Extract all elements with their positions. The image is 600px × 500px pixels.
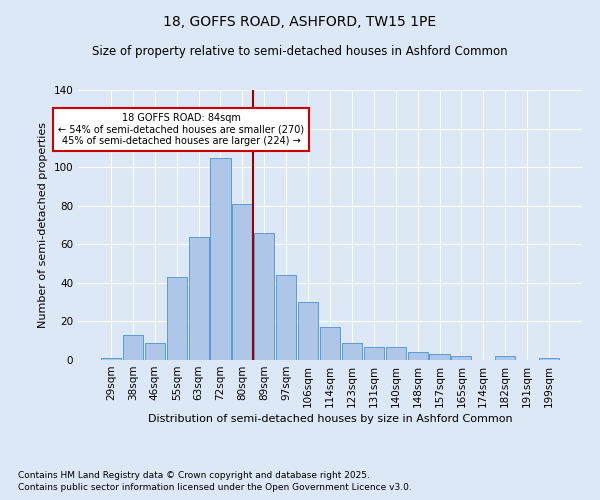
Bar (320, 327, 340, 360)
Text: 18, GOFFS ROAD, ASHFORD, TW15 1PE: 18, GOFFS ROAD, ASHFORD, TW15 1PE (163, 15, 437, 29)
Bar (386, 346, 406, 360)
X-axis label: Distribution of semi-detached houses by size in Ashford Common: Distribution of semi-detached houses by … (148, 414, 512, 424)
Bar (145, 342, 165, 360)
Bar (232, 204, 253, 360)
Bar (430, 354, 449, 360)
Bar (451, 356, 472, 360)
Text: Contains HM Land Registry data © Crown copyright and database right 2025.: Contains HM Land Registry data © Crown c… (18, 470, 370, 480)
Text: Contains public sector information licensed under the Open Government Licence v3: Contains public sector information licen… (18, 483, 412, 492)
Bar (539, 358, 559, 360)
Text: Size of property relative to semi-detached houses in Ashford Common: Size of property relative to semi-detach… (92, 45, 508, 58)
Bar (101, 358, 121, 360)
Bar (211, 158, 230, 360)
Bar (342, 342, 362, 360)
Bar (188, 236, 209, 360)
Text: 18 GOFFS ROAD: 84sqm
← 54% of semi-detached houses are smaller (270)
45% of semi: 18 GOFFS ROAD: 84sqm ← 54% of semi-detac… (58, 113, 304, 146)
Bar (364, 346, 384, 360)
Bar (123, 335, 143, 360)
Bar (167, 277, 187, 360)
Bar (254, 232, 274, 360)
Bar (276, 275, 296, 360)
Bar (495, 356, 515, 360)
Y-axis label: Number of semi-detached properties: Number of semi-detached properties (38, 122, 48, 328)
Bar (407, 352, 428, 360)
Bar (298, 302, 318, 360)
